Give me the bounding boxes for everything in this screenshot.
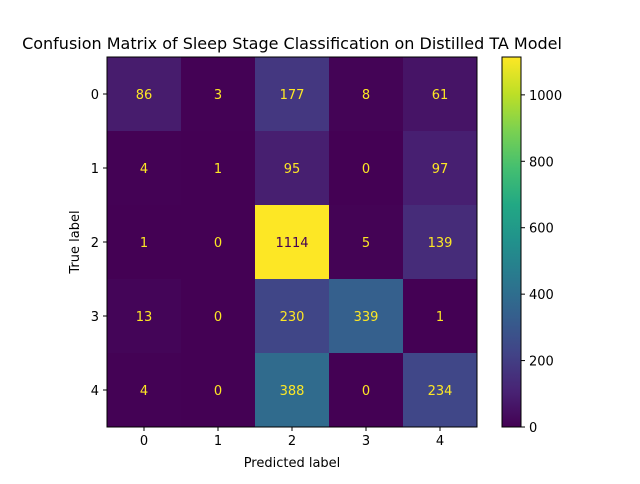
cell-value-r1-c0: 4 bbox=[140, 162, 148, 177]
matrix-cells bbox=[107, 57, 478, 428]
y-tick-label-4: 4 bbox=[91, 384, 99, 399]
cell-value-r2-c1: 0 bbox=[214, 236, 222, 251]
matrix-cell-r2-c1 bbox=[181, 205, 256, 280]
x-tick-label-3: 3 bbox=[362, 434, 370, 449]
cell-value-r2-c0: 1 bbox=[140, 236, 148, 251]
x-tick-label-2: 2 bbox=[288, 434, 296, 449]
matrix-cell-r1-c1 bbox=[181, 131, 256, 206]
cell-value-r0-c0: 86 bbox=[136, 88, 153, 103]
matrix-cell-r1-c4 bbox=[403, 131, 478, 206]
cell-value-r0-c3: 8 bbox=[362, 88, 370, 103]
cell-value-r3-c1: 0 bbox=[214, 310, 222, 325]
matrix-cell-r4-c0 bbox=[107, 353, 182, 428]
matrix-cell-r2-c2 bbox=[255, 205, 330, 280]
cell-value-r4-c2: 388 bbox=[280, 384, 305, 399]
cell-value-r1-c1: 1 bbox=[214, 162, 222, 177]
matrix-cell-r1-c3 bbox=[329, 131, 404, 206]
matrix-cell-r4-c1 bbox=[181, 353, 256, 428]
cell-value-r3-c4: 1 bbox=[436, 310, 444, 325]
cell-value-r2-c4: 139 bbox=[428, 236, 453, 251]
y-axis-ticks: 0 1 2 3 4 bbox=[91, 88, 107, 399]
matrix-cell-labels: 86 3 177 8 61 4 1 95 0 97 1 0 1114 5 139 13 0 230 339 1 4 0 38… bbox=[136, 88, 453, 399]
cell-value-r0-c2: 177 bbox=[280, 88, 305, 103]
cell-value-r0-c4: 61 bbox=[432, 88, 449, 103]
matrix-cell-r2-c4 bbox=[403, 205, 478, 280]
matrix-cell-r3-c3 bbox=[329, 279, 404, 354]
cell-value-r1-c4: 97 bbox=[432, 162, 449, 177]
cell-value-r3-c0: 13 bbox=[136, 310, 153, 325]
x-axis-ticks: 0 1 2 3 4 bbox=[140, 427, 444, 449]
cell-value-r4-c1: 0 bbox=[214, 384, 222, 399]
matrix-cell-r4-c3 bbox=[329, 353, 404, 428]
x-tick-label-0: 0 bbox=[140, 434, 148, 449]
colorbar-tick-label-1: 200 bbox=[529, 355, 554, 370]
y-tick-label-3: 3 bbox=[91, 310, 99, 325]
matrix-cell-r2-c3 bbox=[329, 205, 404, 280]
colorbar-tick-label-0: 0 bbox=[529, 421, 537, 436]
chart-title: Confusion Matrix of Sleep Stage Classifi… bbox=[22, 34, 562, 53]
matrix-cell-r0-c4 bbox=[403, 57, 478, 132]
colorbar-tick-label-4: 800 bbox=[529, 155, 554, 170]
matrix-cell-r2-c0 bbox=[107, 205, 182, 280]
matrix-cell-r1-c2 bbox=[255, 131, 330, 206]
cell-value-r1-c3: 0 bbox=[362, 162, 370, 177]
colorbar-tick-label-5: 1000 bbox=[529, 89, 562, 104]
cell-value-r1-c2: 95 bbox=[284, 162, 301, 177]
cell-value-r4-c4: 234 bbox=[428, 384, 453, 399]
colorbar bbox=[501, 56, 522, 428]
matrix-cell-r3-c4 bbox=[403, 279, 478, 354]
matrix-cell-r3-c2 bbox=[255, 279, 330, 354]
y-tick-label-2: 2 bbox=[91, 236, 99, 251]
colorbar-ticks: 0 200 400 600 800 1000 bbox=[521, 89, 562, 436]
matrix-cell-r0-c2 bbox=[255, 57, 330, 132]
x-axis-label: Predicted label bbox=[244, 456, 341, 471]
cell-value-r4-c0: 4 bbox=[140, 384, 148, 399]
y-tick-label-1: 1 bbox=[91, 162, 99, 177]
matrix-cell-r4-c4 bbox=[403, 353, 478, 428]
matrix-cell-r1-c0 bbox=[107, 131, 182, 206]
cell-value-r3-c2: 230 bbox=[280, 310, 305, 325]
matrix-cell-r0-c1 bbox=[181, 57, 256, 132]
matrix-cell-r3-c0 bbox=[107, 279, 182, 354]
matrix-cell-r0-c3 bbox=[329, 57, 404, 132]
cell-value-r3-c3: 339 bbox=[354, 310, 379, 325]
matrix-cell-r4-c2 bbox=[255, 353, 330, 428]
x-tick-label-1: 1 bbox=[214, 434, 222, 449]
y-axis-label: True label bbox=[68, 210, 83, 274]
x-tick-label-4: 4 bbox=[436, 434, 444, 449]
colorbar-tick-label-3: 600 bbox=[529, 222, 554, 237]
colorbar-tick-label-2: 400 bbox=[529, 288, 554, 303]
cell-value-r2-c3: 5 bbox=[362, 236, 370, 251]
cell-value-r4-c3: 0 bbox=[362, 384, 370, 399]
matrix-cell-r0-c0 bbox=[107, 57, 182, 132]
matrix-cell-r3-c1 bbox=[181, 279, 256, 354]
cell-value-r2-c2: 1114 bbox=[275, 236, 308, 251]
y-tick-label-0: 0 bbox=[91, 88, 99, 103]
cell-value-r0-c1: 3 bbox=[214, 88, 222, 103]
